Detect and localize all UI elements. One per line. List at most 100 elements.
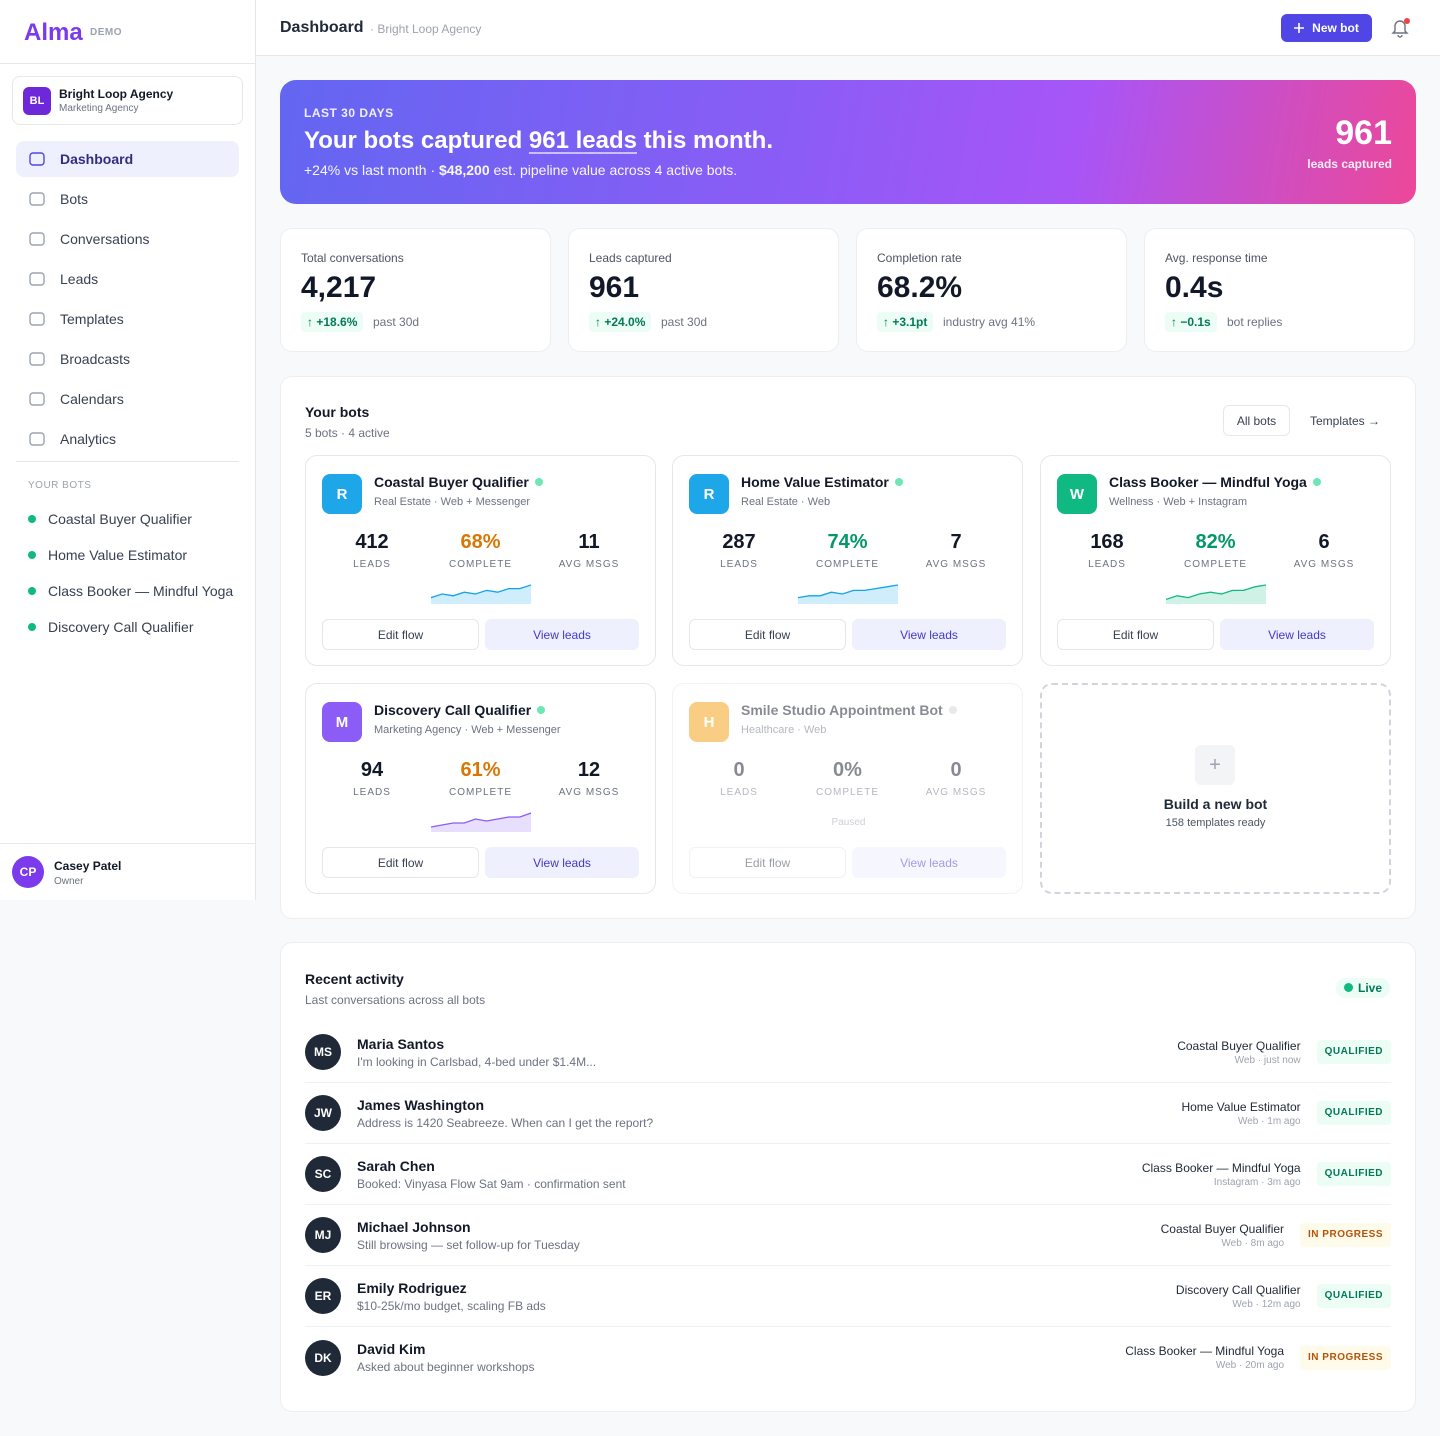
status-badge: IN PROGRESS xyxy=(1300,1223,1391,1247)
new-bot-icon: + xyxy=(1195,745,1235,785)
bot-stat-label: COMPLETE xyxy=(1183,559,1247,570)
user-name: Casey Patel xyxy=(54,859,122,873)
view-leads-button[interactable]: View leads xyxy=(485,847,639,878)
view-leads-button[interactable]: View leads xyxy=(485,619,639,650)
sparkline-line xyxy=(431,584,531,599)
bot-stat-value: 74% xyxy=(827,531,868,553)
activity-row[interactable]: ER Emily Rodriguez $10-25k/mo budget, scal… xyxy=(305,1266,1391,1327)
edit-flow-button[interactable]: Edit flow xyxy=(689,847,846,878)
contact-name: James Washington xyxy=(357,1096,485,1113)
row-bot-name: Coastal Buyer Qualifier xyxy=(1160,1221,1285,1236)
filter-button[interactable]: All bots xyxy=(1223,405,1290,436)
bot-info: Coastal Buyer Qualifier Web · just now xyxy=(1177,1039,1300,1066)
stat-note: past 30d xyxy=(373,315,420,329)
user-avatar[interactable]: CP xyxy=(12,856,44,888)
contact-message: I'm looking in Carlsbad, 4-bed under $1.… xyxy=(357,1054,597,1069)
panel-title: Your bots xyxy=(305,404,370,420)
live-badge: Live xyxy=(1336,978,1391,998)
view-leads-button[interactable]: View leads xyxy=(1220,619,1374,650)
bot-stat-value: 7 xyxy=(950,531,962,553)
sidebar-bot[interactable]: Home Value Estimator xyxy=(28,545,238,565)
hero-subline: +24% vs last month · $48,200 est. pipeli… xyxy=(304,162,737,178)
logo[interactable]: Alma xyxy=(24,19,83,46)
new-bot-card[interactable]: + Build a new bot 158 templates ready xyxy=(1040,683,1391,894)
contact-avatar: MJ xyxy=(305,1217,341,1253)
hero-eyebrow: LAST 30 DAYS xyxy=(304,106,394,120)
headline-text: this month. xyxy=(637,127,773,154)
stat-label: Total conversations xyxy=(301,251,404,265)
sparkline xyxy=(1166,584,1266,604)
edit-flow-button[interactable]: Edit flow xyxy=(322,847,479,878)
sidebar-bot[interactable]: Class Booker — Mindful Yoga xyxy=(28,581,238,601)
contact-info: James Washington Address is 1420 Seabreez… xyxy=(357,1097,1181,1130)
activity-row[interactable]: MS Maria Santos I'm looking in Carlsbad, 4… xyxy=(305,1022,1391,1083)
activity-panel: Recent activity Last conversations acros… xyxy=(280,942,1416,1412)
nav-item[interactable]: Conversations xyxy=(16,221,239,257)
nav-icon xyxy=(29,272,45,286)
stat-delta: ↑ −0.1s xyxy=(1165,312,1217,332)
stat-note: bot replies xyxy=(1227,315,1283,329)
nav-icon xyxy=(29,192,45,206)
contact-avatar: SC xyxy=(305,1156,341,1192)
activity-row[interactable]: MJ Michael Johnson Still browsing — set fo… xyxy=(305,1205,1391,1266)
stat-card: Leads captured 961 ↑ +24.0% past 30d xyxy=(568,228,839,352)
subline-text: est. pipeline value across 4 active bots… xyxy=(489,162,738,178)
contact-avatar: DK xyxy=(305,1339,341,1376)
new-bot-button[interactable]: New bot xyxy=(1281,14,1372,42)
stat-card: Total conversations 4,217 ↑ +18.6% past 30d xyxy=(280,228,551,352)
bot-info: Discovery Call Qualifier Web · 12m ago xyxy=(1176,1283,1301,1310)
nav-item[interactable]: Calendars xyxy=(16,381,239,417)
edit-flow-button[interactable]: Edit flow xyxy=(322,619,479,650)
activity-row[interactable]: DK David Kim Asked about beginner workshop… xyxy=(305,1327,1391,1388)
bot-stat-label: COMPLETE xyxy=(448,787,512,798)
row-bot-name: Home Value Estimator xyxy=(1181,1099,1301,1114)
sidebar-bot[interactable]: Discovery Call Qualifier xyxy=(28,617,238,637)
sidebar-bot[interactable]: Coastal Buyer Qualifier xyxy=(28,509,238,529)
status-dot xyxy=(1313,478,1321,486)
nav-item[interactable]: Leads xyxy=(16,261,239,297)
activity-row[interactable]: JW James Washington Address is 1420 Seabre… xyxy=(305,1083,1391,1144)
org-switcher[interactable]: BL Bright Loop Agency Marketing Agency xyxy=(12,76,243,125)
stat-value: 4,217 xyxy=(301,271,377,304)
bot-name[interactable]: Discovery Call Qualifier xyxy=(374,702,532,718)
nav-item[interactable]: Bots xyxy=(16,181,239,217)
edit-flow-button[interactable]: Edit flow xyxy=(1057,619,1214,650)
edit-flow-button[interactable]: Edit flow xyxy=(689,619,846,650)
bot-stat-label: LEADS xyxy=(720,559,758,570)
bot-name[interactable]: Coastal Buyer Qualifier xyxy=(374,474,529,490)
nav-item[interactable]: Analytics xyxy=(16,421,239,457)
view-leads-button[interactable]: View leads xyxy=(852,619,1006,650)
stat-note: industry avg 41% xyxy=(943,315,1036,329)
panel-title: Recent activity xyxy=(305,971,404,987)
contact-name: Sarah Chen xyxy=(357,1157,435,1174)
notifications[interactable] xyxy=(1391,17,1411,39)
demo-badge: DEMO xyxy=(90,27,122,38)
contact-message: Booked: Vinyasa Flow Sat 9am · confirmat… xyxy=(357,1176,626,1191)
new-bot-title: Build a new bot xyxy=(1163,796,1268,812)
icon-shape xyxy=(29,232,45,246)
activity-row[interactable]: SC Sarah Chen Booked: Vinyasa Flow Sat 9am… xyxy=(305,1144,1391,1205)
stat-label: Leads captured xyxy=(589,251,672,265)
status-dot xyxy=(949,706,957,714)
bot-stat-label: AVG MSGS xyxy=(558,559,620,570)
bot-stat-value: 412 xyxy=(355,531,389,553)
sparkline-line xyxy=(431,812,531,828)
row-meta: Web · 1m ago xyxy=(1237,1115,1301,1127)
nav-icon xyxy=(29,232,45,246)
status-dot xyxy=(895,478,903,486)
nav-item[interactable]: Broadcasts xyxy=(16,341,239,377)
user-role: Owner xyxy=(54,876,84,887)
templates-link[interactable]: Templates → xyxy=(1309,413,1381,428)
view-leads-button[interactable]: View leads xyxy=(852,847,1006,878)
bot-name[interactable]: Home Value Estimator xyxy=(741,474,889,490)
row-bot-name: Class Booker — Mindful Yoga xyxy=(1141,1160,1301,1175)
bot-name[interactable]: Class Booker — Mindful Yoga xyxy=(1109,474,1307,490)
nav-item[interactable]: Templates xyxy=(16,301,239,337)
nav-item[interactable]: Dashboard xyxy=(16,141,239,177)
pipeline-value: $48,200 xyxy=(439,162,490,178)
bot-stat-value: 6 xyxy=(1318,531,1330,553)
bot-name[interactable]: Smile Studio Appointment Bot xyxy=(741,702,943,718)
row-meta: Web · 8m ago xyxy=(1221,1237,1285,1249)
